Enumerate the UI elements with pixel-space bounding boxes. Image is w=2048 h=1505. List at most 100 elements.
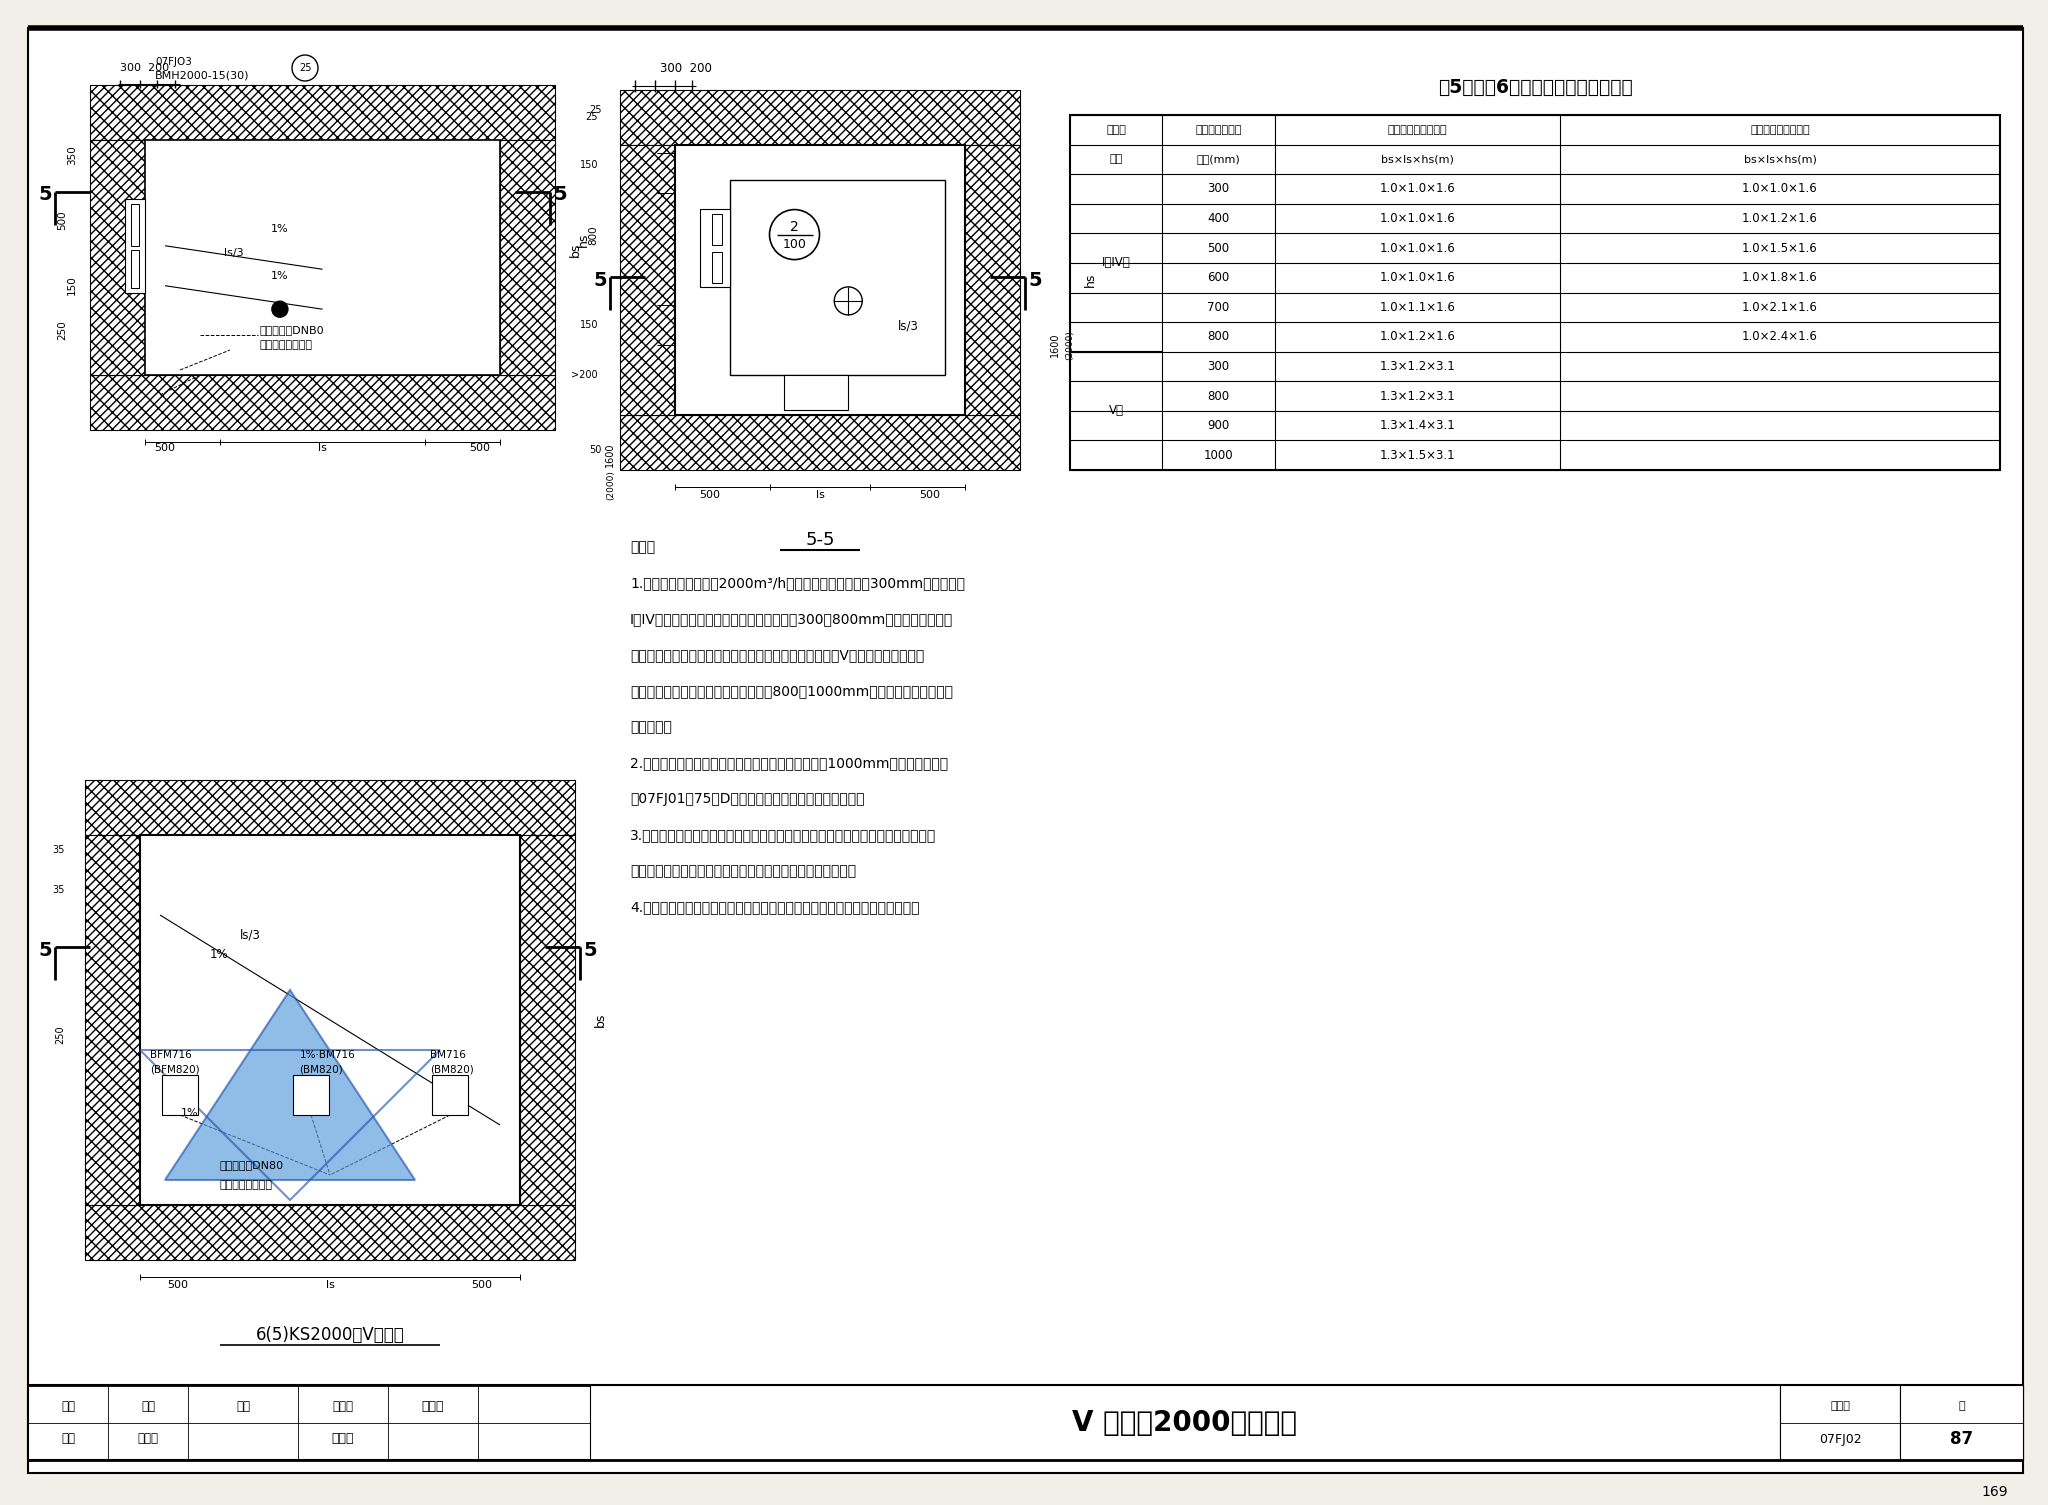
Bar — [86, 1206, 575, 1260]
Text: 800: 800 — [1208, 390, 1229, 402]
Text: 后墙接管时最小尺寸: 后墙接管时最小尺寸 — [1751, 125, 1810, 135]
Text: 设计: 设计 — [61, 1433, 76, 1445]
Text: ls: ls — [317, 442, 328, 453]
Bar — [139, 835, 520, 1206]
Bar — [713, 253, 723, 283]
Text: 87: 87 — [1950, 1430, 1972, 1448]
Text: 150: 150 — [580, 321, 598, 330]
Text: 250: 250 — [57, 321, 68, 340]
Text: 1.0×1.0×1.6: 1.0×1.0×1.6 — [1380, 271, 1456, 284]
Text: I～IV型: I～IV型 — [1102, 256, 1130, 269]
Text: 700: 700 — [1208, 301, 1229, 313]
Text: ls: ls — [326, 1279, 334, 1290]
Text: bs×ls×hs(m): bs×ls×hs(m) — [1743, 155, 1817, 164]
Text: 设防爆地漏DNB0: 设防爆地漏DNB0 — [260, 325, 326, 336]
Bar — [784, 375, 848, 409]
Text: 5: 5 — [39, 185, 51, 205]
Text: 侧墙接管时最小尺寸: 侧墙接管时最小尺寸 — [1389, 125, 1448, 135]
Text: 5-5: 5-5 — [805, 531, 836, 549]
Text: 4.因通道净高较大，当地下室净高不足时，可采取降低通道地面标高的做法。: 4.因通道净高较大，当地下室净高不足时，可采取降低通道地面标高的做法。 — [631, 900, 920, 914]
Bar — [29, 1385, 2023, 1460]
Text: 169: 169 — [1980, 1485, 2007, 1499]
Text: bs: bs — [594, 1013, 606, 1028]
Bar — [432, 1075, 469, 1115]
Text: 800: 800 — [588, 226, 598, 245]
Text: 1%: 1% — [180, 1108, 199, 1118]
Text: 工程中，当活门门扇全开仍无法满足平时通风量时，使用V型扩散室，平时可利: 工程中，当活门门扇全开仍无法满足平时通风量时，使用V型扩散室，平时可利 — [631, 649, 924, 662]
Bar — [500, 140, 555, 375]
Text: 25: 25 — [586, 113, 598, 122]
Text: 300  200: 300 200 — [659, 62, 713, 75]
Text: 250: 250 — [55, 1026, 66, 1044]
Text: 5: 5 — [1028, 271, 1042, 289]
Text: 1600: 1600 — [604, 442, 614, 467]
Text: 1.0×1.2×1.6: 1.0×1.2×1.6 — [1743, 212, 1819, 226]
Text: 500: 500 — [168, 1279, 188, 1290]
Text: 600: 600 — [1208, 271, 1229, 284]
Text: bs: bs — [569, 242, 582, 257]
Text: 1.0×1.0×1.6: 1.0×1.0×1.6 — [1380, 212, 1456, 226]
Text: 35: 35 — [53, 885, 66, 895]
Text: (BM820): (BM820) — [299, 1064, 344, 1075]
Text: 顾群: 顾群 — [141, 1400, 156, 1413]
Text: 1600: 1600 — [1051, 333, 1061, 357]
Bar — [729, 181, 944, 375]
Bar — [621, 415, 1020, 470]
Text: 1.3×1.4×3.1: 1.3×1.4×3.1 — [1380, 418, 1456, 432]
Text: 07FJO3: 07FJO3 — [156, 57, 193, 68]
Bar — [145, 140, 500, 375]
Text: 李宝明: 李宝明 — [332, 1400, 354, 1413]
Text: 5: 5 — [553, 185, 567, 205]
Bar — [86, 835, 139, 1206]
Bar — [700, 209, 729, 287]
Text: ls: ls — [815, 491, 825, 500]
Text: 500: 500 — [57, 211, 68, 230]
Text: 核5级和核6级扩散室最小尺寸选用表: 核5级和核6级扩散室最小尺寸选用表 — [1438, 77, 1632, 96]
Text: 由给排水专业设计: 由给排水专业设计 — [219, 1180, 272, 1190]
Text: 1.0×1.5×1.6: 1.0×1.5×1.6 — [1743, 242, 1819, 254]
Text: 1%: 1% — [270, 224, 289, 235]
Text: 扩散室所接风管: 扩散室所接风管 — [1196, 125, 1241, 135]
Text: 1.0×1.1×1.6: 1.0×1.1×1.6 — [1380, 301, 1456, 313]
Text: hs: hs — [1083, 272, 1096, 287]
Text: 25: 25 — [590, 105, 602, 114]
Text: 500: 500 — [471, 1279, 492, 1290]
Text: hs: hs — [575, 233, 590, 247]
Text: 500: 500 — [700, 491, 721, 500]
Text: 500: 500 — [154, 442, 176, 453]
Text: 25: 25 — [299, 63, 311, 74]
Text: 500: 500 — [1208, 242, 1229, 254]
Circle shape — [272, 301, 289, 318]
Text: 1.3×1.2×3.1: 1.3×1.2×3.1 — [1380, 390, 1456, 402]
Text: 1.专供战时使用的风量2000m³/h的扩散室，后面接直径300mm的风管；若: 1.专供战时使用的风量2000m³/h的扩散室，后面接直径300mm的风管；若 — [631, 576, 965, 590]
Text: 500: 500 — [920, 491, 940, 500]
Bar — [1901, 1385, 2023, 1460]
Text: BMH2000-15(30): BMH2000-15(30) — [156, 71, 250, 80]
Text: 1%: 1% — [211, 948, 229, 962]
Text: V型: V型 — [1108, 405, 1124, 417]
Text: 由给排水专业设计: 由给排水专业设计 — [260, 340, 313, 351]
Text: 5: 5 — [584, 941, 596, 960]
Text: 说明：: 说明： — [631, 540, 655, 554]
Text: 校对: 校对 — [236, 1400, 250, 1413]
Text: 100: 100 — [782, 238, 807, 251]
Text: I～IV型扩散室平战两用，风管直径一般介于300～800mm之间；而平战两用: I～IV型扩散室平战两用，风管直径一般介于300～800mm之间；而平战两用 — [631, 613, 952, 626]
Text: 1.0×1.0×1.6: 1.0×1.0×1.6 — [1380, 242, 1456, 254]
Text: 1.0×1.0×1.6: 1.0×1.0×1.6 — [1380, 182, 1456, 196]
Text: 300: 300 — [1208, 360, 1229, 373]
Text: 工程而定。: 工程而定。 — [631, 719, 672, 734]
Text: 500: 500 — [469, 442, 492, 453]
Bar — [621, 90, 1020, 144]
Text: 直径(mm): 直径(mm) — [1196, 155, 1241, 164]
Text: (2000): (2000) — [606, 470, 614, 500]
Text: 扩散室: 扩散室 — [1106, 125, 1126, 135]
Bar — [676, 144, 965, 415]
Bar — [90, 140, 145, 375]
Text: 2: 2 — [791, 220, 799, 233]
Text: 扩散室净高宜同相邻房间的净高，但不得小于所给最低高度。: 扩散室净高宜同相邻房间的净高，但不得小于所给最低高度。 — [631, 864, 856, 877]
Text: 5: 5 — [594, 271, 606, 289]
Bar — [90, 84, 555, 140]
Bar — [590, 1385, 1780, 1460]
Text: 赵贵华: 赵贵华 — [137, 1433, 158, 1445]
Text: (BM820): (BM820) — [430, 1064, 473, 1075]
